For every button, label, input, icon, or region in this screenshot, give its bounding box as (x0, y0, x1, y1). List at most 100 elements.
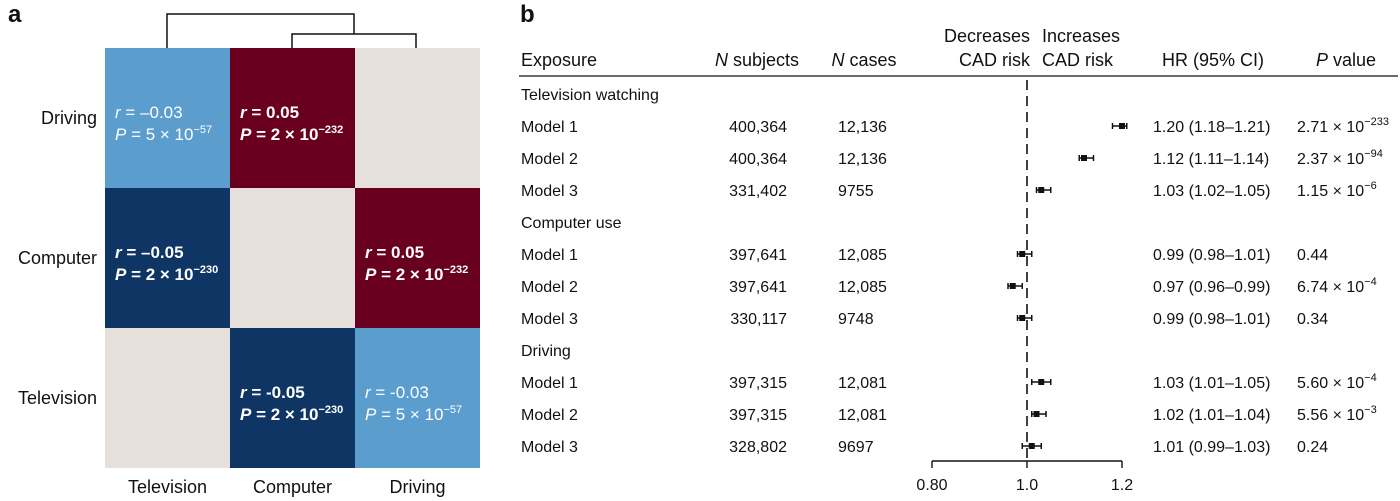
heatmap-cell (230, 188, 355, 328)
row-n-subjects: 328,802 (729, 439, 787, 456)
header-exposure: Exposure (521, 50, 597, 70)
row-hr: 1.01 (0.99–1.03) (1153, 439, 1270, 456)
header-increases: CAD risk (1042, 50, 1114, 70)
row-hr: 1.03 (1.01–1.05) (1153, 375, 1270, 392)
cell-p-value: P = 5 × 10−57 (115, 124, 212, 144)
row-p-value: 5.60 × 10−4 (1297, 372, 1377, 392)
row-n-subjects: 400,364 (729, 119, 787, 136)
cell-r-value: r = -0.03 (365, 383, 429, 402)
row-n-cases: 12,085 (838, 247, 887, 264)
panel-a-label: a (8, 1, 22, 28)
header-n-subjects: N subjects (715, 50, 799, 70)
cell-r-value: r = 0.05 (240, 103, 299, 122)
heatmap-cell (355, 188, 480, 328)
heatmap-cell (230, 328, 355, 468)
dendrogram (166, 13, 417, 48)
heatmap-row-label: Television (18, 388, 97, 408)
row-model: Model 2 (521, 151, 578, 168)
row-model: Model 1 (521, 375, 578, 392)
hr-point (1033, 411, 1040, 417)
heatmap-cell (355, 328, 480, 468)
row-p-value: 0.24 (1297, 439, 1328, 456)
heatmap-cell (230, 48, 355, 188)
row-model: Model 1 (521, 119, 578, 136)
heatmap-col-label: Driving (389, 477, 445, 497)
heatmap-cell (105, 328, 230, 468)
row-n-cases: 9755 (838, 183, 874, 200)
heatmap-cell (105, 48, 230, 188)
group-label: Computer use (521, 215, 622, 232)
hr-point (1028, 443, 1035, 449)
cell-p-value: P = 2 × 10−232 (365, 264, 468, 284)
hr-point (1019, 251, 1026, 257)
hr-point (1081, 155, 1087, 161)
row-n-subjects: 330,117 (730, 311, 787, 328)
row-p-value: 5.56 × 10−3 (1297, 404, 1377, 424)
row-hr: 0.97 (0.96–0.99) (1153, 279, 1270, 296)
panel-b-label: b (520, 1, 535, 28)
header-n-cases: N cases (831, 50, 896, 70)
group-label: Driving (521, 343, 571, 360)
heatmap-row-label: Driving (41, 108, 97, 128)
x-tick-label: 1.2 (1111, 477, 1133, 494)
row-p-value: 1.15 × 10−6 (1297, 180, 1377, 200)
cell-p-value: P = 2 × 10−232 (240, 124, 343, 144)
row-model: Model 2 (521, 407, 578, 424)
correlation-heatmap: r = –0.03 P = 5 × 10−57 r = 0.05 P = 2 × 10… (18, 48, 480, 497)
heatmap-row-label: Computer (18, 248, 97, 268)
cell-r-value: r = 0.05 (365, 243, 424, 262)
row-n-cases: 12,136 (838, 151, 887, 168)
row-hr: 0.99 (0.98–1.01) (1153, 311, 1270, 328)
row-n-cases: 12,085 (838, 279, 887, 296)
hr-point (1038, 187, 1045, 193)
row-p-value: 6.74 × 10−4 (1297, 276, 1377, 296)
cell-p-value: P = 2 × 10−230 (115, 264, 218, 284)
row-n-cases: 12,081 (838, 407, 887, 424)
forest-plot: Exposure N subjects N cases Decreases CAD ri… (519, 26, 1398, 494)
row-hr: 1.03 (1.02–1.05) (1153, 183, 1270, 200)
header-increases: Increases (1042, 26, 1120, 46)
cell-r-value: r = –0.05 (115, 243, 184, 262)
x-tick-label: 1.0 (1016, 477, 1038, 494)
row-hr: 1.02 (1.01–1.04) (1153, 407, 1270, 424)
row-hr: 1.20 (1.18–1.21) (1153, 119, 1270, 136)
row-n-subjects: 397,315 (729, 407, 787, 424)
row-p-value: 0.34 (1297, 311, 1328, 328)
header-p-value: P value (1316, 50, 1376, 70)
hr-point (1009, 283, 1016, 289)
cell-p-value: P = 2 × 10−230 (240, 404, 343, 424)
row-n-cases: 9697 (838, 439, 874, 456)
row-hr: 0.99 (0.98–1.01) (1153, 247, 1270, 264)
x-tick-label: 0.80 (916, 477, 947, 494)
row-n-cases: 12,136 (838, 119, 887, 136)
row-n-subjects: 397,641 (729, 279, 787, 296)
cell-r-value: r = -0.05 (240, 383, 305, 402)
row-n-subjects: 397,315 (729, 375, 787, 392)
row-model: Model 3 (521, 311, 578, 328)
row-n-subjects: 400,364 (729, 151, 787, 168)
heatmap-col-label: Television (128, 477, 207, 497)
header-decreases: CAD risk (959, 50, 1031, 70)
row-p-value: 2.71 × 10−233 (1297, 116, 1389, 136)
row-n-subjects: 331,402 (729, 183, 787, 200)
row-p-value: 0.44 (1297, 247, 1328, 264)
cell-r-value: r = –0.03 (115, 103, 183, 122)
header-hr: HR (95% CI) (1162, 50, 1264, 70)
hr-point (1038, 379, 1045, 385)
row-n-subjects: 397,641 (729, 247, 787, 264)
row-n-cases: 12,081 (838, 375, 887, 392)
row-model: Model 2 (521, 279, 578, 296)
row-model: Model 3 (521, 183, 578, 200)
cell-p-value: P = 5 × 10−57 (365, 404, 462, 424)
row-model: Model 3 (521, 439, 578, 456)
row-model: Model 1 (521, 247, 578, 264)
header-decreases: Decreases (944, 26, 1030, 46)
heatmap-cell (105, 188, 230, 328)
row-hr: 1.12 (1.11–1.14) (1153, 151, 1269, 168)
hr-point (1119, 123, 1125, 129)
row-n-cases: 9748 (838, 311, 874, 328)
group-label: Television watching (521, 87, 659, 104)
row-p-value: 2.37 × 10−94 (1297, 148, 1383, 168)
hr-point (1019, 315, 1026, 321)
